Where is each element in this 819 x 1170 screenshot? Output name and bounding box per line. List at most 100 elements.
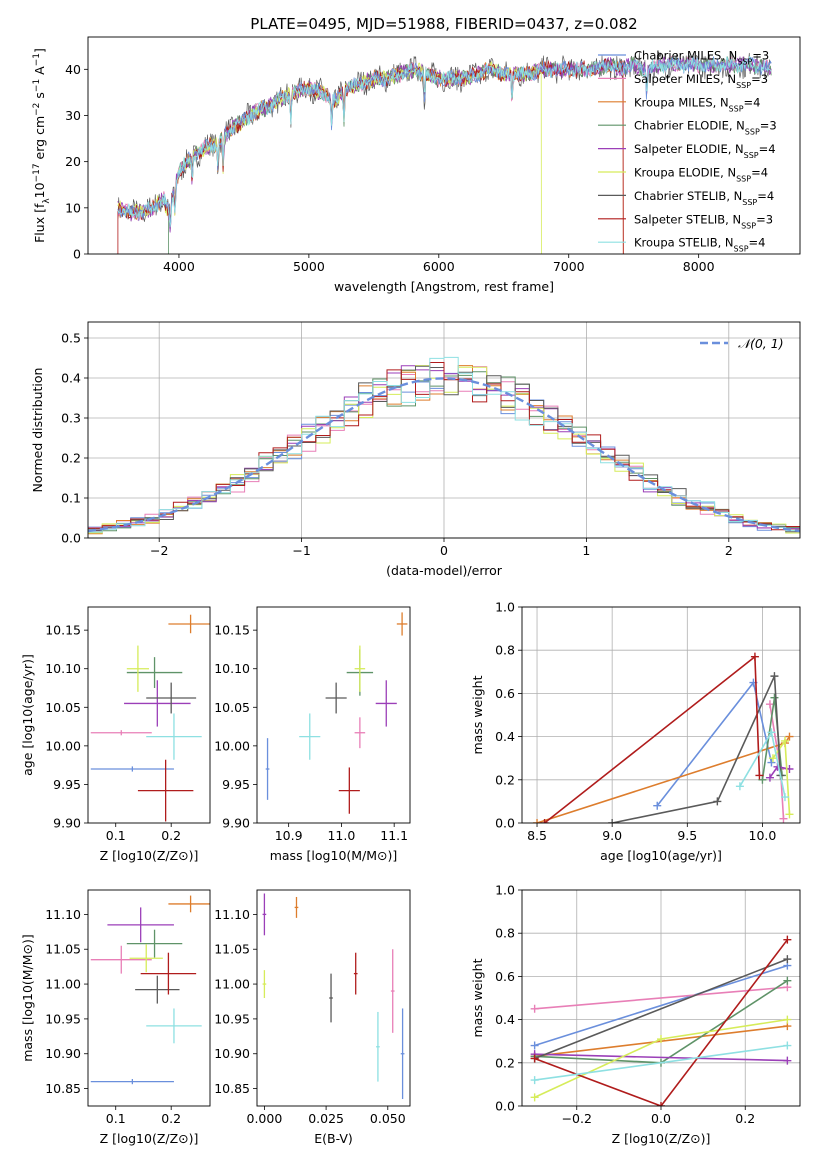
legend-sub: SSP (729, 104, 744, 113)
legend-tail: =3 (756, 212, 773, 226)
error-point-kroupa-stelib (146, 1008, 202, 1044)
panel-residuals: −2 −1 0 1 2 0.0 0.1 0.2 0.3 0.4 0.5 (data-model)/er… (30, 321, 801, 578)
axes-frame (521, 606, 801, 824)
error-point-salpeter-elodie (124, 680, 191, 727)
plot-area (90, 895, 210, 1085)
x-tick-label: −1 (292, 543, 310, 558)
y-tick-label: 10.15 (45, 623, 81, 638)
spectrum-line-kroupa-stelib (117, 55, 772, 228)
weight-marker (785, 732, 794, 741)
y-tick-label: 0.5 (61, 331, 81, 346)
y-axis-label-part: Flux [f (32, 203, 47, 243)
normal-curve (88, 377, 800, 533)
y-tick-label: 11.10 (214, 907, 250, 922)
error-point-chabrier-stelib (325, 682, 347, 714)
x-axis-label: E(B-V) (314, 1131, 353, 1146)
weight-marker (783, 1056, 792, 1065)
y-axis-label-part: −1 (32, 79, 42, 92)
axes-frame (521, 889, 801, 1107)
y-tick-label: 1.0 (495, 883, 515, 898)
y-tick-label: 10.95 (45, 1011, 81, 1026)
y-tick-label: 10.85 (45, 1081, 81, 1096)
weight-marker (783, 955, 792, 964)
legend-label: Chabrier ELODIE, N (634, 119, 745, 133)
error-point-chabrier-stelib (329, 973, 333, 1023)
legend-tail: =4 (749, 236, 766, 250)
x-axis-label: Z [log10(Z/Z⊙)] (100, 1131, 199, 1146)
error-point-salpeter-miles (90, 945, 152, 974)
x-tick-label: 2 (725, 543, 733, 558)
y-tick-label: 0.4 (495, 1012, 515, 1027)
legend-tail: =4 (744, 95, 761, 109)
error-point-kroupa-miles (396, 612, 408, 636)
x-tick-label: 10.9 (275, 828, 303, 843)
x-axis-label: wavelength [Angstrom, rest frame] (334, 279, 554, 294)
weight-marker (540, 819, 549, 823)
x-tick-label: 11.0 (327, 828, 355, 843)
weight-marker (530, 1093, 539, 1102)
y-tick-label: 11.00 (214, 977, 250, 992)
legend-sub: SSP (744, 151, 759, 160)
weight-marker (783, 1041, 792, 1050)
y-tick-label: 0.4 (495, 729, 515, 744)
y-tick-label: 0.4 (61, 371, 81, 386)
weight-marker (783, 1015, 792, 1024)
legend-sub: SSP (737, 57, 752, 66)
y-tick-label: 0.3 (61, 411, 81, 426)
y-tick-label: 0.2 (61, 451, 81, 466)
weight-marker (530, 1076, 539, 1085)
weight-marker (735, 782, 744, 791)
error-point-chabrier-stelib (146, 682, 197, 714)
error-point-kroupa-elodie (129, 944, 163, 973)
x-tick-label: 7000 (553, 259, 585, 274)
error-point-chabrier-miles (90, 1079, 174, 1085)
legend-entry: 𝒩(0, 1) (738, 336, 784, 351)
error-point-chabrier-stelib (135, 975, 180, 1004)
y-tick-label: 0.2 (495, 772, 515, 787)
weight-marker (657, 1102, 665, 1106)
weight-line-salpeter-stelib (544, 655, 761, 823)
weight-line-salpeter-miles (534, 986, 788, 1010)
y-axis-label: age [log10(age/yr)] (20, 654, 35, 776)
legend-sub: SSP (736, 174, 751, 183)
spectrum-line-kroupa-elodie (117, 61, 542, 254)
y-tick-label: 11.10 (45, 907, 81, 922)
x-tick-label: 0.0 (651, 1111, 671, 1126)
legend-label: Kroupa MILES, N (634, 95, 729, 109)
x-tick-label: 9.0 (602, 828, 622, 843)
gridlines (522, 606, 800, 824)
weight-marker (653, 801, 662, 810)
y-axis-label: Normed distribution (30, 368, 45, 493)
y-tick-label: 10.05 (214, 700, 250, 715)
weight-marker (750, 652, 759, 661)
y-tick-label: 9.95 (222, 777, 250, 792)
y-axis-label-part: ] (32, 48, 47, 53)
error-point-kroupa-stelib (299, 713, 321, 760)
y-tick-label: 10.15 (214, 623, 250, 638)
x-tick-label: 0.025 (308, 1111, 344, 1126)
error-point-salpeter-miles (90, 730, 152, 736)
error-point-salpeter-miles (354, 717, 366, 749)
axes-frame (256, 606, 411, 824)
error-point-chabrier-miles (90, 766, 174, 772)
legend-tail: =4 (751, 166, 768, 180)
x-tick-label: 6000 (423, 259, 455, 274)
x-tick-label: 9.5 (677, 828, 697, 843)
legend-entry: Chabrier ELODIE, NSSP=3 (634, 119, 777, 137)
error-point-kroupa-elodie (126, 645, 149, 692)
legend-label: Kroupa ELODIE, N (634, 166, 736, 180)
x-axis-label: age [log10(age/yr)] (600, 848, 722, 863)
y-tick-label: 10.90 (45, 1046, 81, 1061)
x-tick-label: 0 (440, 543, 448, 558)
weight-marker (533, 819, 542, 823)
legend-tail: =3 (760, 119, 777, 133)
x-tick-label: 0.050 (370, 1111, 406, 1126)
x-tick-label: 8000 (683, 259, 715, 274)
error-point-kroupa-elodie (354, 645, 366, 692)
y-tick-label: 0.1 (61, 491, 81, 506)
weight-marker (770, 693, 779, 702)
y-tick-label: 40 (65, 62, 81, 77)
panel-weight-vs-Z: −0.2 0.0 0.2 0.0 0.2 0.4 0.6 0.8 1.0 Z [log10(Z/Z… (470, 883, 801, 1146)
legend-entry: Salpeter ELODIE, NSSP=4 (634, 142, 776, 160)
